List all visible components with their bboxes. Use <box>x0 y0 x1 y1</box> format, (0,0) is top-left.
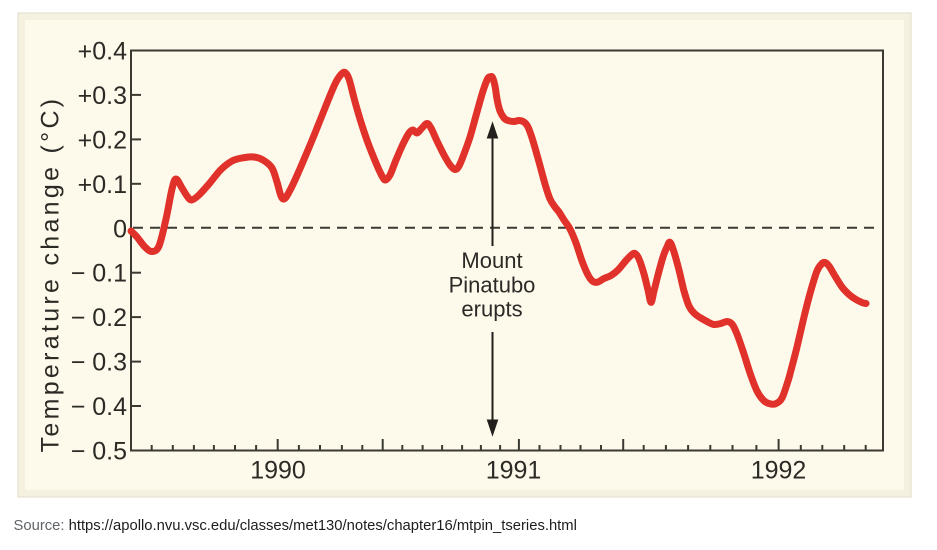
svg-text:Temperature change (°C): Temperature change (°C) <box>37 96 65 453</box>
svg-text:0: 0 <box>113 215 127 243</box>
svg-text:+0.3: +0.3 <box>78 82 127 110</box>
svg-text:− 0.4: − 0.4 <box>71 393 127 421</box>
svg-text:erupts: erupts <box>461 297 522 322</box>
svg-text:1990: 1990 <box>250 457 306 485</box>
svg-text:+0.1: +0.1 <box>78 171 127 199</box>
svg-text:− 0.3: − 0.3 <box>71 349 127 377</box>
svg-text:1991: 1991 <box>486 457 542 485</box>
svg-text:1992: 1992 <box>751 457 807 485</box>
svg-text:Source: https://apollo.nvu.vsc: Source: https://apollo.nvu.vsc.edu/class… <box>14 518 577 534</box>
svg-text:− 0.1: − 0.1 <box>71 260 127 288</box>
svg-text:+0.2: +0.2 <box>78 126 127 154</box>
svg-text:Pinatubo: Pinatubo <box>449 273 536 298</box>
svg-text:− 0.5: − 0.5 <box>71 438 127 466</box>
svg-text:+0.4: +0.4 <box>78 38 127 66</box>
svg-text:Mount: Mount <box>461 248 522 273</box>
svg-text:− 0.2: − 0.2 <box>71 304 127 332</box>
